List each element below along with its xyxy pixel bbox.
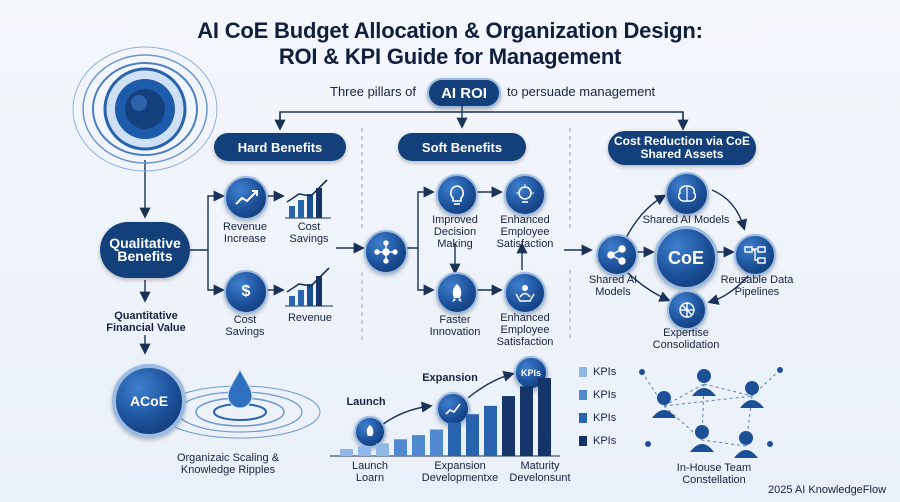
coe-label: CoE <box>668 247 704 268</box>
share-network-icon <box>596 234 638 276</box>
growth-bar <box>340 449 353 456</box>
person-icon <box>740 381 764 408</box>
title-line-2: ROI & KPI Guide for Management <box>278 44 622 69</box>
soft-benefits-header: Soft Benefits <box>398 133 526 161</box>
shared-models-left-label: Shared AI Models <box>588 274 638 298</box>
title-line-1: AI CoE Budget Allocation & Organization … <box>197 18 703 43</box>
team-people-graphic <box>652 369 764 458</box>
coe-node: CoE <box>654 226 718 290</box>
growth-bar <box>484 405 497 456</box>
cost-savings-top-label: Cost Savings <box>289 221 329 245</box>
team-label: In-House Team Constellation <box>676 462 752 486</box>
decision-making-label: Improved Decision Making <box>432 214 478 250</box>
growth-bar <box>466 414 479 456</box>
expertise-icon <box>667 290 707 330</box>
acoe-label: ACoE <box>129 393 169 409</box>
revenue-label: Revenue <box>287 312 333 324</box>
acoe-node: ACoE <box>112 364 186 438</box>
ripples-label: Organizaic Scaling & Knowledge Ripples <box>176 452 280 476</box>
footer-credit: 2025 AI KnowledgeFlow <box>768 484 887 496</box>
kpi-legend-label: KPIs <box>593 389 617 401</box>
growth-bars <box>340 378 551 456</box>
growth-bar <box>502 396 515 456</box>
growth-bar <box>448 422 461 456</box>
dollar-hand-icon: $ <box>241 283 251 300</box>
growth-bar <box>394 439 407 456</box>
employee-satisfaction-top-label: Enhanced Employee Satisfaction <box>496 214 554 250</box>
kpi-legend-swatch <box>579 367 587 377</box>
person-icon <box>690 425 714 452</box>
idea-icon <box>504 174 546 216</box>
launch-bottom-label: Launch Loarn <box>351 460 389 484</box>
revenue-chart-icon <box>285 267 333 307</box>
growth-bar <box>412 435 425 456</box>
launch-top-label: Launch <box>346 396 386 408</box>
growth-bar <box>520 386 533 456</box>
rocket-icon <box>436 272 478 314</box>
kpi-legend-label: KPIs <box>593 366 617 378</box>
qualitative-benefits-node: Qualitative Benefits <box>100 222 190 278</box>
target-rings-graphic <box>72 46 218 172</box>
brain-icon <box>665 172 709 216</box>
faster-innovation-label: Faster Innovation <box>429 314 481 338</box>
ripple-graphic <box>159 368 321 439</box>
revenue-increase-icon <box>224 176 268 220</box>
ai-roi-badge: AI ROI <box>427 78 501 108</box>
maturity-bottom-label: Maturity Develonsunt <box>509 460 571 484</box>
hard-benefits-header: Hard Benefits <box>214 133 346 161</box>
cost-savings-chart-icon <box>285 179 331 219</box>
kpi-legend-label: KPIs <box>593 435 617 447</box>
person-icon <box>734 431 758 458</box>
expansion-top-label: Expansion <box>422 372 478 384</box>
subtitle-left: Three pillars of <box>330 84 416 99</box>
growth-bar <box>430 429 443 456</box>
person-icon <box>692 369 716 396</box>
expertise-label: Expertise Consolidation <box>652 327 720 351</box>
team-care-icon <box>504 272 546 314</box>
pipeline-icon <box>734 234 776 276</box>
subtitle-right: to persuade management <box>507 84 656 99</box>
lightbulb-icon <box>436 174 478 216</box>
cost-reduction-header: Cost Reduction via CoE Shared Assets <box>608 131 756 165</box>
growth-bar <box>376 443 389 456</box>
person-icon <box>652 391 676 418</box>
growth-bar <box>358 446 371 456</box>
kpis-badge-label: KPIs <box>520 368 541 378</box>
revenue-increase-label: Revenue Increase <box>222 221 268 245</box>
network-hub-icon <box>364 230 408 274</box>
growth-bar <box>538 378 551 456</box>
shared-models-top-label: Shared AI Models <box>642 214 730 226</box>
employee-satisfaction-bottom-label: Enhanced Employee Satisfaction <box>496 312 554 348</box>
cost-savings-bottom-label: Cost Savings <box>225 314 265 338</box>
kpi-legend-swatch <box>579 413 587 423</box>
quantitative-financial-value-label: Quantitative Financial Value <box>106 310 186 334</box>
kpi-legend-label: KPIs <box>593 412 617 424</box>
kpi-legend-swatch <box>579 390 587 400</box>
cost-savings-icon: $ <box>224 270 268 314</box>
expansion-bottom-label: Expansion Developmentxe <box>421 460 499 484</box>
reusable-pipelines-label: Reusable Data Pipelines <box>720 274 794 298</box>
kpi-legend-swatch <box>579 436 587 446</box>
